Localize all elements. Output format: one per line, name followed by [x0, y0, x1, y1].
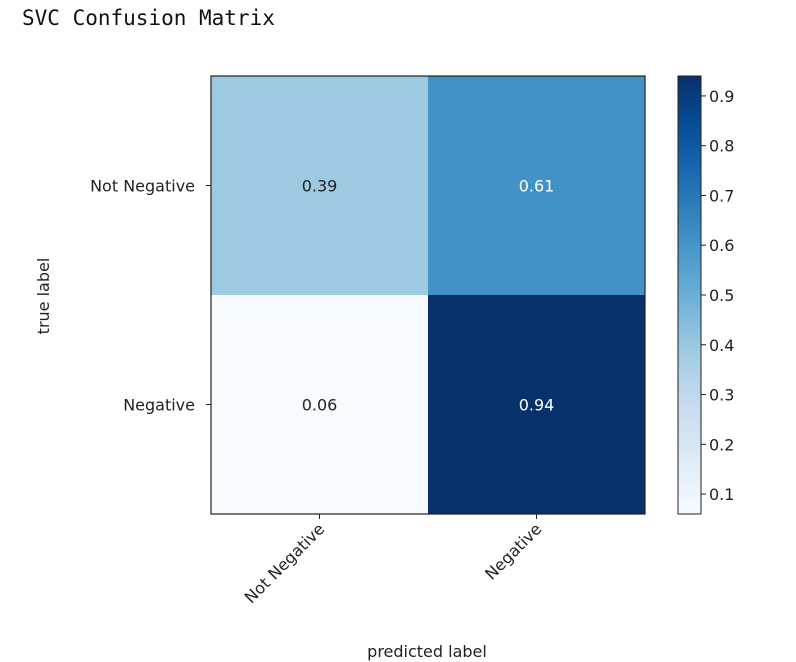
colorbar-tick-label: 0.6 [709, 236, 734, 255]
heatmap-cell [211, 76, 428, 295]
y-axis-label: true label [34, 258, 53, 335]
x-axis-ticks: Not Negative Negative [241, 514, 545, 607]
colorbar-tick-label: 0.4 [709, 336, 734, 355]
heatmap-cell [211, 295, 428, 514]
colorbar-tick-label: 0.9 [709, 87, 734, 106]
x-tick-label: Not Negative [241, 519, 329, 607]
colorbar-tick-label: 0.7 [709, 186, 734, 205]
colorbar-tick-label: 0.3 [709, 386, 734, 405]
y-tick-label: Negative [123, 396, 195, 415]
y-axis-ticks: Not Negative Negative [90, 177, 211, 415]
cell-value-label: 0.06 [302, 396, 338, 415]
colorbar-tick-label: 0.2 [709, 435, 734, 454]
heatmap-cells [211, 76, 645, 514]
x-axis-label: predicted label [367, 642, 487, 661]
heatmap-cell-labels: 0.39 0.61 0.06 0.94 [302, 177, 555, 415]
y-tick-label: Not Negative [90, 177, 195, 196]
cell-value-label: 0.61 [519, 177, 555, 196]
chart-title: SVC Confusion Matrix [22, 6, 275, 30]
colorbar-ticks: 0.1 0.2 0.3 0.4 0.5 0.6 0.7 0.8 0.9 [701, 87, 734, 504]
cell-value-label: 0.39 [302, 177, 338, 196]
cell-value-label: 0.94 [519, 396, 555, 415]
colorbar-tick-label: 0.5 [709, 286, 734, 305]
x-tick-label: Negative [481, 519, 545, 583]
colorbar-tick-label: 0.8 [709, 137, 734, 156]
heatmap-cell [428, 76, 645, 295]
heatmap-cell [428, 295, 645, 514]
plot-frame [210, 75, 646, 515]
colorbar [677, 75, 702, 515]
colorbar-tick-label: 0.1 [709, 485, 734, 504]
